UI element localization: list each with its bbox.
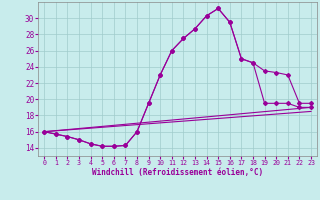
X-axis label: Windchill (Refroidissement éolien,°C): Windchill (Refroidissement éolien,°C) <box>92 168 263 177</box>
